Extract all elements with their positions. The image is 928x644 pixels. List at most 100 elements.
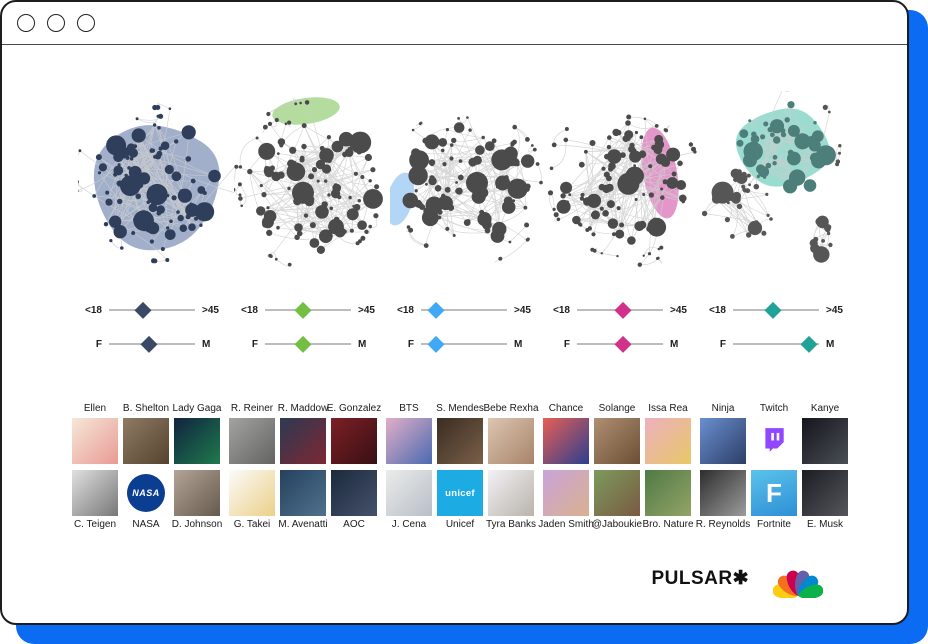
- person-name: Kanye: [810, 403, 840, 414]
- avatar-group-5: Ninja Twitch Kanye R. Reynolds F Fortnite E. M…: [696, 403, 848, 531]
- gender-slider-track-5: [733, 335, 819, 353]
- age-slider-track-5: [733, 301, 819, 319]
- avatar-j-cena[interactable]: [386, 470, 432, 516]
- gender-slider-handle-5[interactable]: [800, 335, 817, 353]
- gender-slider-handle-4[interactable]: [614, 335, 631, 353]
- age-slider-handle-1[interactable]: [135, 301, 152, 319]
- person-cell-ninja: Ninja: [700, 403, 746, 464]
- gender-slider-handle-1[interactable]: [141, 335, 158, 353]
- avatar-r-reynolds[interactable]: [700, 470, 746, 516]
- person-name: E. Musk: [806, 519, 844, 530]
- avatar-s-mendes[interactable]: [437, 418, 483, 464]
- person-name: NASA: [132, 519, 160, 530]
- gender-slider-min-label: F: [719, 338, 726, 350]
- avatar-aoc[interactable]: [331, 470, 377, 516]
- avatar-nasa[interactable]: NASA: [123, 470, 169, 516]
- person-name: Ninja: [711, 403, 735, 414]
- avatar-jaden-smith[interactable]: [543, 470, 589, 516]
- age-slider-4: <18 >45: [550, 301, 690, 319]
- slider-column-2: <18 >45 F M: [238, 301, 378, 369]
- avatar-bebe-rexha[interactable]: [488, 418, 534, 464]
- person-name: D. Johnson: [171, 519, 223, 530]
- gender-slider-handle-2[interactable]: [294, 335, 311, 353]
- maximize-button[interactable]: [77, 14, 95, 32]
- person-name: R. Maddow: [277, 403, 329, 414]
- age-slider-track-4: [577, 301, 663, 319]
- avatar-unicef[interactable]: unicef: [437, 470, 483, 516]
- gender-slider-max-label: M: [826, 338, 835, 350]
- avatar-ellen[interactable]: [72, 418, 118, 464]
- person-cell-twitch: Twitch: [751, 403, 797, 464]
- avatar-e-musk[interactable]: [802, 470, 848, 516]
- cluster-highlight-blob-3: [390, 172, 415, 226]
- network-graph-5: [702, 91, 842, 263]
- avatar-twitch[interactable]: [751, 418, 797, 464]
- window-titlebar: [2, 2, 907, 45]
- avatar-solange[interactable]: [594, 418, 640, 464]
- person-cell-jaden-smith: Jaden Smith: [538, 470, 594, 531]
- avatar-e-gonzalez[interactable]: [331, 418, 377, 464]
- avatar-lady-gaga[interactable]: [174, 418, 220, 464]
- network-cluster-4: [546, 91, 702, 287]
- close-button[interactable]: [17, 14, 35, 32]
- avatar-bts[interactable]: [386, 418, 432, 464]
- age-slider-max-label: >45: [358, 304, 375, 316]
- person-cell-issa-rea: Issa Rea: [645, 403, 691, 464]
- fortnite-logo-text: F: [766, 477, 782, 508]
- slider-column-4: <18 >45 F M: [550, 301, 690, 369]
- age-slider-max-label: >45: [202, 304, 219, 316]
- person-name: Lady Gaga: [172, 403, 222, 414]
- age-slider-handle-5[interactable]: [765, 301, 782, 319]
- gender-slider-handle-3[interactable]: [427, 335, 444, 353]
- avatar-m-avenatti[interactable]: [280, 470, 326, 516]
- gender-slider-track-4: [577, 335, 663, 353]
- gender-slider-min-label: F: [251, 338, 258, 350]
- age-slider-handle-4[interactable]: [614, 301, 631, 319]
- avatar-kanye[interactable]: [802, 418, 848, 464]
- person-cell-nasa: NASA NASA: [123, 470, 169, 531]
- avatar-bro-nature[interactable]: [645, 470, 691, 516]
- network-cluster-1: [78, 91, 234, 287]
- age-slider-track-3: [421, 301, 507, 319]
- avatar-jaboukie[interactable]: [594, 470, 640, 516]
- person-name: J. Cena: [391, 519, 427, 530]
- gender-slider-track-2: [265, 335, 351, 353]
- avatar-fortnite[interactable]: F: [751, 470, 797, 516]
- person-cell-j-cena: J. Cena: [386, 470, 432, 531]
- pulsar-logo: PULSAR✱: [651, 567, 749, 589]
- person-name: R. Reiner: [230, 403, 274, 414]
- avatar-tyra-banks[interactable]: [488, 470, 534, 516]
- twitch-logo-icon: [765, 428, 784, 452]
- age-slider-handle-2[interactable]: [294, 301, 311, 319]
- person-cell-m-avenatti: M. Avenatti: [278, 470, 328, 531]
- age-slider-max-label: >45: [826, 304, 843, 316]
- person-cell-chance: Chance: [543, 403, 589, 464]
- nbc-peacock-icon: [773, 570, 823, 598]
- age-slider-5: <18 >45: [706, 301, 846, 319]
- avatar-issa-rea[interactable]: [645, 418, 691, 464]
- person-name: Unicef: [445, 519, 475, 530]
- avatar-ninja[interactable]: [700, 418, 746, 464]
- age-slider-max-label: >45: [670, 304, 687, 316]
- age-slider-2: <18 >45: [238, 301, 378, 319]
- minimize-button[interactable]: [47, 14, 65, 32]
- footer-logos: PULSAR✱: [651, 558, 823, 598]
- network-cluster-3: [390, 91, 546, 287]
- avatar-d-johnson[interactable]: [174, 470, 220, 516]
- avatar-g-takei[interactable]: [229, 470, 275, 516]
- avatar-r-reiner[interactable]: [229, 418, 275, 464]
- age-slider-1: <18 >45: [82, 301, 222, 319]
- age-slider-handle-3[interactable]: [427, 301, 444, 319]
- avatar-r-maddow[interactable]: [280, 418, 326, 464]
- person-cell-r-maddow: R. Maddow: [277, 403, 329, 464]
- avatar-chance[interactable]: [543, 418, 589, 464]
- avatar-b-shelton[interactable]: [123, 418, 169, 464]
- person-name: Solange: [598, 403, 636, 414]
- browser-window: <18 >45 F M <18 >45 F M <18 >45 F M <18 >45 F M <18 >45 F M…: [0, 0, 909, 625]
- person-name: G. Takei: [233, 519, 271, 530]
- avatar-c-teigen[interactable]: [72, 470, 118, 516]
